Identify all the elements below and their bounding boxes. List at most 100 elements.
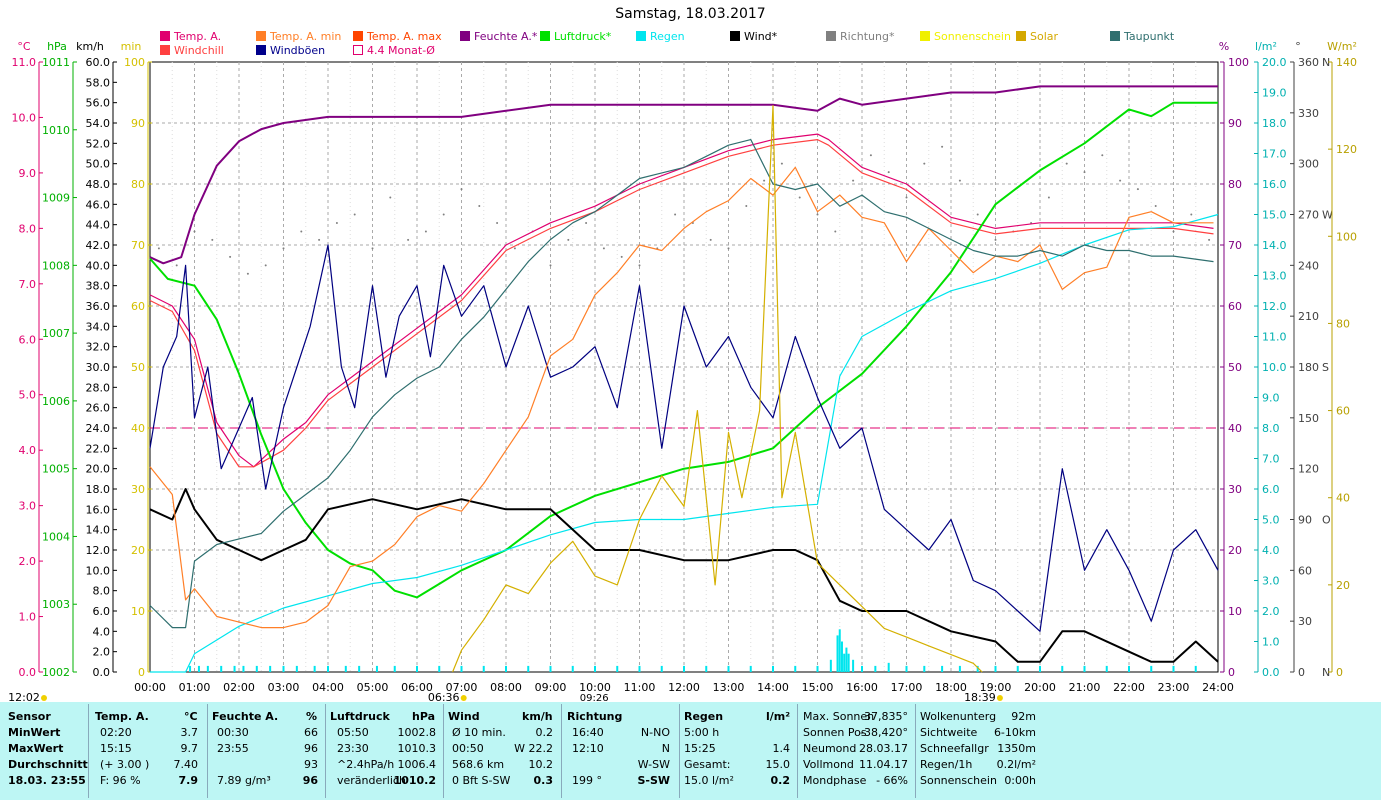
current-cell: 0.3 <box>533 774 554 787</box>
y-tick-label: 80 <box>1336 317 1350 330</box>
series-line <box>149 139 1214 629</box>
direction-point <box>834 230 837 233</box>
direction-point <box>407 238 410 241</box>
sun-icon <box>41 695 47 701</box>
legend-swatch <box>353 45 363 55</box>
rain-bar <box>1172 665 1175 672</box>
series-line <box>150 213 1219 673</box>
rain-bar <box>327 665 329 672</box>
direction-point <box>816 213 819 216</box>
x-tick-label: 10:00 <box>579 681 611 694</box>
chart-title: Samstag, 18.03.2017 <box>615 6 766 22</box>
current-cell: 0 Bft S-SW <box>452 774 511 787</box>
y-tick-label: 330 <box>1298 107 1319 120</box>
stats-cell: W-SW <box>637 758 670 771</box>
x-tick-label: 12:00 <box>668 681 700 694</box>
direction-point <box>1047 196 1050 199</box>
y-tick-label: 7.0 <box>19 278 37 291</box>
sun-icon <box>460 695 467 701</box>
rain-bar <box>994 665 997 672</box>
info-value: 0:00h <box>1004 774 1036 787</box>
table-divider <box>561 704 562 798</box>
axis-header: km/h <box>76 40 104 53</box>
y-tick-label: 50 <box>131 361 145 374</box>
axis-header: % <box>1219 40 1229 53</box>
y-tick-label: 4.0 <box>93 625 111 638</box>
y-tick-label: 18.0 <box>86 483 111 496</box>
legend-label: Temp. A. min <box>270 30 342 43</box>
rain-bar <box>836 635 839 672</box>
stats-cell: 16:40 <box>572 726 604 739</box>
stats-cell: 15.0 <box>765 758 791 771</box>
info-key: Vollmond <box>803 758 854 771</box>
y-tick-label: 30.0 <box>86 361 111 374</box>
info-value: 28.03.17 <box>859 742 908 755</box>
header-press: Luftdruck <box>330 710 390 723</box>
y-tick-label: 6.0 <box>1262 483 1280 496</box>
direction-point <box>389 196 392 199</box>
y-tick-label: 20.0 <box>1262 56 1287 69</box>
y-tick-label: 0.0 <box>19 666 37 679</box>
direction-point <box>175 264 178 267</box>
x-tick-label: 05:00 <box>357 681 389 694</box>
y-tick-label: 30 <box>131 483 145 496</box>
y-tick-label: 10 <box>131 605 145 618</box>
rain-bar <box>482 665 485 672</box>
series-line <box>149 166 1214 629</box>
info-value: 1350m <box>997 742 1036 755</box>
info-value: 92m <box>1011 710 1036 723</box>
legend-swatch <box>540 31 550 41</box>
stats-cell: ^2.4hPa/h <box>337 758 395 771</box>
y-tick-label: 6.0 <box>93 605 111 618</box>
legend-swatch <box>256 31 266 41</box>
table-divider <box>88 704 89 798</box>
rain-bar <box>1194 665 1197 672</box>
y-tick-label: 240 <box>1298 259 1319 272</box>
direction-point <box>727 247 730 250</box>
legend-item: Temp. A. <box>160 30 221 43</box>
info-value: - 66% <box>876 774 908 787</box>
axis-header: hPa <box>47 40 67 53</box>
direction-point <box>869 154 872 157</box>
series-line <box>149 85 1218 265</box>
direction-label: S <box>1322 361 1329 374</box>
rain-bar <box>638 665 641 672</box>
table-divider <box>679 704 680 798</box>
y-tick-label: 12.0 <box>86 544 111 557</box>
rain-bar <box>358 665 361 672</box>
y-tick-label: 100 <box>1336 230 1357 243</box>
direction-point <box>1101 154 1104 157</box>
y-tick-label: 10.0 <box>12 111 37 124</box>
y-tick-label: 12.0 <box>1262 300 1287 313</box>
direction-point <box>1119 179 1122 182</box>
y-tick-label: 1010 <box>42 124 70 137</box>
y-tick-label: 19.0 <box>1262 87 1287 100</box>
y-tick-label: 0 <box>1228 666 1235 679</box>
rain-bar <box>845 647 848 672</box>
x-tick-label: 11:00 <box>624 681 656 694</box>
y-tick-label: 8.0 <box>1262 422 1280 435</box>
direction-point <box>496 221 499 224</box>
stats-panel <box>0 702 1381 800</box>
y-tick-label: 70 <box>131 239 145 252</box>
y-tick-label: 0 <box>138 666 145 679</box>
y-tick-label: 46.0 <box>86 198 111 211</box>
y-tick-label: 1005 <box>42 463 70 476</box>
rain-bar <box>571 665 574 672</box>
legend-item: Windchill <box>160 44 224 57</box>
x-tick-label: 06:00 <box>401 681 433 694</box>
y-tick-label: 2.0 <box>19 555 37 568</box>
y-tick-label: 8.0 <box>93 585 111 598</box>
y-tick-label: 48.0 <box>86 178 111 191</box>
stats-table: Sensor Temp. A. °C Feuchte A. % Luftdruc… <box>0 702 1381 800</box>
y-tick-label: 100 <box>1228 56 1249 69</box>
legend-label: Richtung* <box>840 30 895 43</box>
y-tick-label: 58.0 <box>86 76 111 89</box>
stats-cell: Gesamt: <box>684 758 731 771</box>
stats-cell: 96 <box>304 742 318 755</box>
direction-point <box>620 255 623 258</box>
y-tick-label: 60.0 <box>86 56 111 69</box>
rain-bar <box>905 665 908 672</box>
info-key: Wolkenunterg <box>920 710 997 723</box>
rain-bar <box>816 665 819 672</box>
